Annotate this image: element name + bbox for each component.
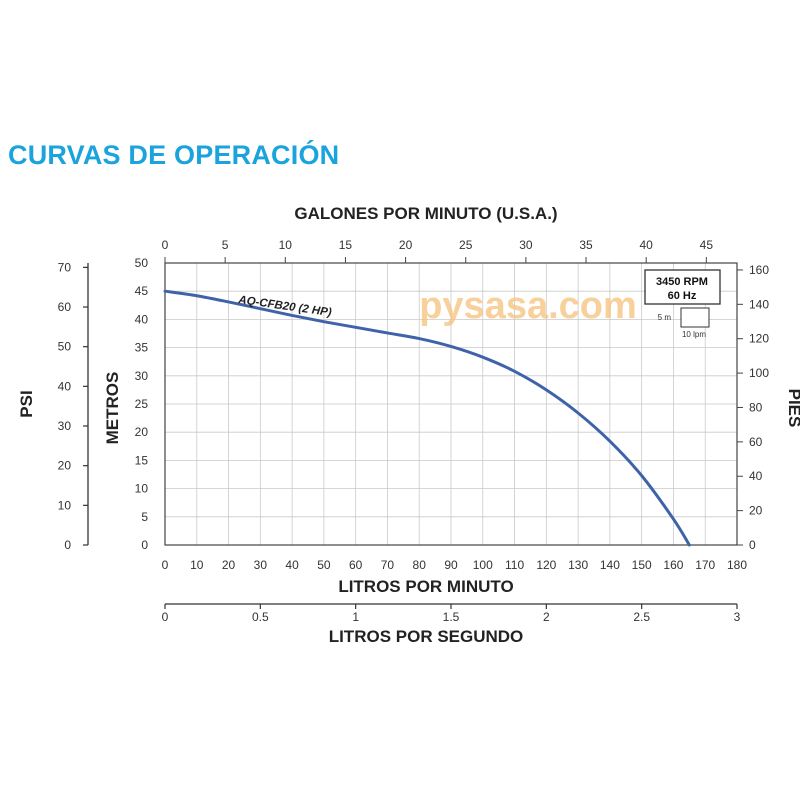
- bottom2-tick-label: 2.5: [633, 610, 650, 624]
- x-tick-label: 60: [349, 558, 363, 572]
- top-tick-label: 45: [700, 238, 714, 252]
- bottom-axis2-title: LITROS POR SEGUNDO: [329, 627, 524, 646]
- y-tick-label: 35: [135, 341, 149, 355]
- rating-box: [644, 269, 721, 305]
- x-tick-label: 10: [190, 558, 204, 572]
- right-tick-label: 80: [749, 400, 763, 414]
- x-tick-label: 70: [381, 558, 395, 572]
- bottom2-tick-label: 1.5: [443, 610, 460, 624]
- right-axis-title: PIES: [785, 389, 800, 428]
- scale-horizontal-label: 10 lpm: [682, 330, 706, 339]
- x-tick-label: 50: [317, 558, 331, 572]
- y-tick-label: 10: [135, 482, 149, 496]
- y-tick-label: 45: [135, 284, 149, 298]
- hz-label: 60 Hz: [668, 290, 697, 302]
- right-tick-label: 40: [749, 469, 763, 483]
- x-tick-label: 140: [600, 558, 620, 572]
- left2-tick-label: 60: [58, 300, 72, 314]
- top-tick-label: 5: [222, 238, 229, 252]
- right-tick-label: 140: [749, 297, 769, 311]
- left2-tick-label: 30: [58, 419, 72, 433]
- y-tick-label: 25: [135, 397, 149, 411]
- top-tick-label: 40: [639, 238, 653, 252]
- top-tick-label: 30: [519, 238, 533, 252]
- top-tick-label: 35: [579, 238, 593, 252]
- x-tick-label: 130: [568, 558, 588, 572]
- x-tick-label: 30: [254, 558, 268, 572]
- right-tick-label: 20: [749, 504, 763, 518]
- y-tick-label: 50: [135, 256, 149, 270]
- scale-vertical-label: 5 m: [658, 313, 672, 322]
- x-tick-label: 120: [536, 558, 556, 572]
- x-tick-label: 170: [695, 558, 715, 572]
- x-tick-label: 40: [285, 558, 299, 572]
- right-tick-label: 160: [749, 263, 769, 277]
- y-axis-title: METROS: [103, 372, 122, 445]
- axes-layer: 0 10 20 30 40 50 60 70 80 90 100 110 120 130 140 150 160…: [58, 238, 770, 624]
- left2-tick-label: 70: [58, 260, 72, 274]
- x-tick-label: 20: [222, 558, 236, 572]
- x-tick-label: 80: [413, 558, 427, 572]
- y-tick-label: 20: [135, 425, 149, 439]
- left-axis2-title: PSI: [17, 390, 36, 417]
- left2-tick-label: 0: [64, 538, 71, 552]
- x-tick-label: 110: [505, 558, 524, 572]
- top-tick-label: 15: [339, 238, 353, 252]
- right-tick-label: 100: [749, 366, 769, 380]
- right-tick-label: 0: [749, 538, 756, 552]
- y-tick-label: 0: [141, 538, 148, 552]
- page-title: CURVAS DE OPERACIÓN: [8, 140, 340, 170]
- bottom2-tick-label: 3: [734, 610, 741, 624]
- x-tick-label: 100: [473, 558, 493, 572]
- x-tick-label: 180: [727, 558, 747, 572]
- top-tick-label: 25: [459, 238, 473, 252]
- watermark: pysasa.com: [419, 285, 637, 327]
- y-tick-label: 5: [141, 510, 148, 524]
- left2-tick-label: 20: [58, 459, 72, 473]
- series-line: [163, 289, 691, 547]
- x-tick-label: 90: [444, 558, 458, 572]
- x-axis-title: LITROS POR MINUTO: [338, 577, 513, 596]
- left2-tick-label: 10: [58, 498, 72, 512]
- left2-tick-label: 50: [58, 340, 72, 354]
- bottom2-tick-label: 0.5: [252, 610, 269, 624]
- y-tick-label: 30: [135, 369, 149, 383]
- y-tick-label: 40: [135, 312, 149, 326]
- bottom2-tick-label: 0: [162, 610, 169, 624]
- right-tick-label: 60: [749, 435, 763, 449]
- curve-layer: [163, 289, 691, 547]
- bottom2-tick-label: 1: [352, 610, 359, 624]
- top-tick-label: 10: [279, 238, 293, 252]
- x-tick-label: 160: [663, 558, 683, 572]
- rating-legend-box: 3450 RPM 60 Hz 5 m 10 lpm: [644, 269, 721, 339]
- rpm-label: 3450 RPM: [656, 276, 708, 288]
- scale-box: [680, 307, 710, 328]
- left2-tick-label: 40: [58, 379, 72, 393]
- bottom2-tick-label: 2: [543, 610, 550, 624]
- x-tick-label: 150: [632, 558, 652, 572]
- right-tick-label: 120: [749, 332, 769, 346]
- y-tick-label: 15: [135, 453, 149, 467]
- x-tick-label: 0: [162, 558, 169, 572]
- top-tick-label: 20: [399, 238, 413, 252]
- top-tick-label: 0: [162, 238, 169, 252]
- top-axis-title: GALONES POR MINUTO (U.S.A.): [294, 204, 557, 223]
